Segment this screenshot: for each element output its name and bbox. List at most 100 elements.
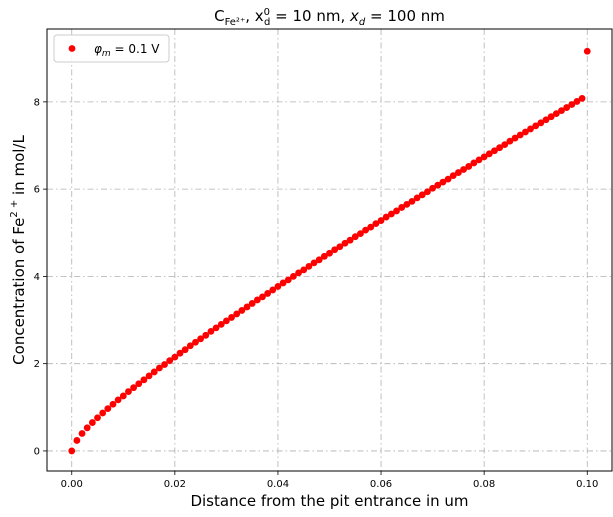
data-point (73, 437, 81, 444)
data-point (563, 104, 571, 111)
data-point (470, 159, 478, 167)
data-point (501, 141, 509, 149)
data-point (341, 239, 349, 247)
data-point (398, 204, 406, 211)
data-point (362, 226, 369, 234)
data-point (449, 172, 457, 180)
data-point (130, 384, 138, 392)
data-point (269, 286, 277, 294)
x-tick-label: 0.04 (267, 479, 289, 490)
x-tick-label: 0.06 (370, 479, 392, 490)
data-point (197, 335, 205, 343)
data-point (367, 223, 375, 231)
data-point (351, 233, 359, 241)
data-point (506, 137, 514, 145)
data-point (192, 338, 199, 346)
data-point (336, 243, 344, 251)
data-point (104, 405, 112, 413)
data-point (125, 388, 132, 395)
x-axis-ticks: 0.00 0.02 0.04 0.06 0.08 0.10 (61, 471, 598, 490)
x-tick-label: 0.08 (473, 479, 495, 490)
data-point (253, 296, 261, 304)
data-point (521, 128, 529, 136)
data-point (68, 447, 76, 455)
plot-frame (46, 28, 613, 472)
data-point (413, 194, 421, 202)
data-point (454, 169, 462, 176)
data-point (222, 317, 230, 325)
data-point (94, 414, 101, 422)
data-point (150, 368, 158, 376)
data-point (382, 213, 390, 221)
y-tick-label: 6 (34, 185, 40, 196)
data-point (516, 131, 524, 139)
data-point (259, 293, 266, 301)
y-axis-title-text: Concentration of Fe2 + in mol/L (9, 135, 28, 365)
data-point (186, 342, 194, 350)
data-point (181, 346, 189, 354)
data-point (161, 361, 168, 368)
data-point (346, 236, 354, 244)
data-point (166, 357, 174, 365)
data-point (439, 178, 447, 186)
data-point (295, 269, 302, 277)
y-axis-ticks: 0 2 4 6 8 (34, 97, 47, 457)
data-point (114, 396, 122, 404)
data-point (377, 217, 385, 224)
data-point (434, 181, 442, 189)
data-point (408, 197, 416, 205)
data-point (485, 150, 493, 158)
x-tick-label: 0.00 (61, 479, 83, 490)
data-point (578, 94, 586, 102)
data-point (527, 125, 534, 133)
data-point (233, 310, 241, 318)
y-tick-label: 4 (34, 272, 40, 283)
data-point (243, 303, 251, 311)
data-point (264, 290, 272, 297)
data-point (480, 153, 488, 161)
grid-lines (47, 29, 612, 471)
data-point (207, 327, 215, 335)
data-point (171, 353, 179, 361)
data-point (444, 175, 452, 183)
data-point (326, 249, 333, 257)
x-tick-label: 0.10 (576, 479, 598, 490)
data-point (217, 320, 225, 328)
data-point (315, 256, 323, 264)
data-point (290, 272, 297, 280)
data-point (320, 252, 328, 260)
data-point (83, 424, 91, 432)
data-point (465, 163, 473, 170)
data-point (537, 119, 545, 127)
data-point (418, 191, 426, 199)
data-point (496, 144, 504, 152)
data-point (300, 266, 308, 274)
data-point (511, 134, 519, 142)
data-point (424, 188, 431, 196)
data-point (547, 113, 555, 121)
data-point (212, 324, 220, 332)
data-point (155, 364, 163, 372)
data-point (403, 201, 411, 208)
data-point (135, 380, 143, 388)
data-point (248, 300, 256, 307)
data-point (552, 110, 560, 118)
data-point (140, 376, 148, 384)
data-point (78, 430, 86, 437)
data-point (305, 262, 313, 270)
data-point (274, 283, 282, 290)
y-axis-title: Concentration of Fe2 + in mol/L (9, 135, 28, 365)
y-tick-label: 0 (34, 446, 40, 457)
data-point (88, 419, 96, 426)
chart-title: CFe²⁺, x0 d = 10 nm, xd = 100 nm (214, 7, 445, 28)
legend-box (53, 34, 170, 63)
data-point (331, 246, 339, 254)
y-tick-label: 2 (34, 359, 40, 370)
data-point (238, 307, 246, 314)
data-point (583, 47, 591, 55)
title-text: CFe²⁺, x0 d = 10 nm, xd = 100 nm (214, 7, 445, 28)
data-point (310, 259, 318, 267)
x-axis-title: Distance from the pit entrance in um (190, 492, 468, 510)
legend-marker (68, 45, 76, 52)
